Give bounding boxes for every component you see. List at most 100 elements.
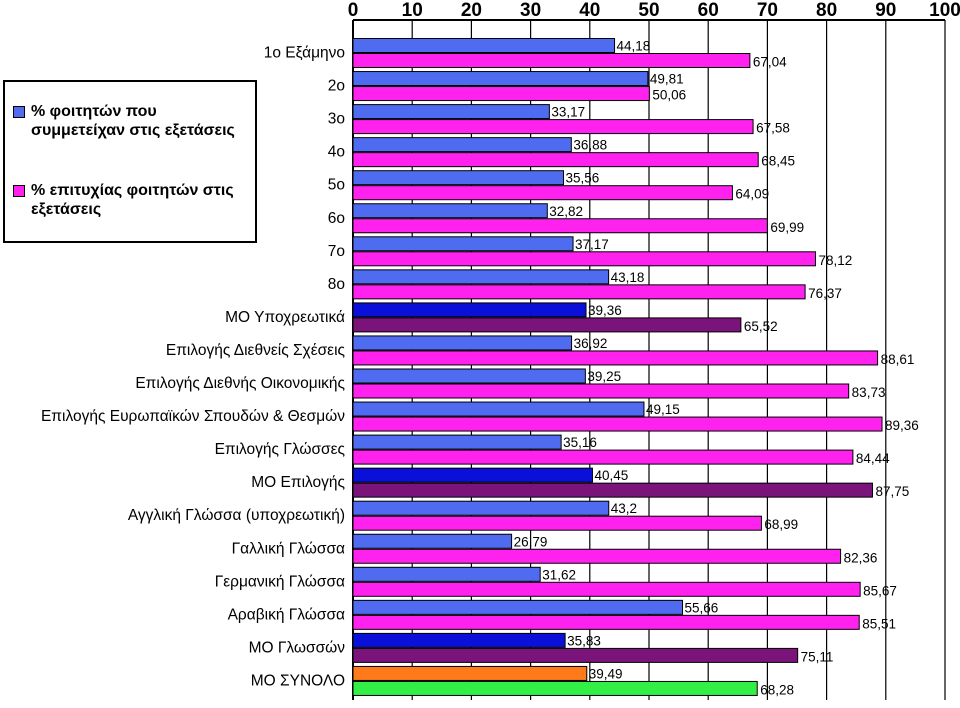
category-label: 8ο xyxy=(328,276,345,293)
bar-success xyxy=(352,581,861,597)
bar-participation xyxy=(352,500,610,516)
data-label-success: 67,58 xyxy=(756,121,790,136)
bar-success xyxy=(352,317,742,333)
data-label-participation: 35,56 xyxy=(566,171,600,186)
x-tick-label: 10 xyxy=(402,0,423,21)
bar-participation xyxy=(352,632,566,648)
data-label-success: 75,11 xyxy=(801,649,834,664)
bar-success xyxy=(352,251,816,267)
data-label-success: 76,37 xyxy=(808,286,842,301)
bar-participation xyxy=(352,137,572,153)
category-label: Επιλογής Γλώσσες xyxy=(215,441,345,458)
data-label-participation: 39,36 xyxy=(588,303,622,318)
data-label-success: 84,44 xyxy=(856,451,890,466)
bar-participation xyxy=(352,467,593,483)
category-label: 6ο xyxy=(328,210,345,227)
bar-success xyxy=(352,515,762,531)
data-label-success: 87,75 xyxy=(875,484,909,499)
bar-success xyxy=(352,482,873,498)
data-label-success: 65,52 xyxy=(744,319,778,334)
data-label-success: 85,67 xyxy=(863,583,897,598)
data-label-success: 89,36 xyxy=(885,418,919,433)
category-label: Αγγλική Γλώσσα (υποχρεωτική) xyxy=(128,507,345,524)
bar-participation xyxy=(352,104,550,120)
bar-participation xyxy=(352,170,565,186)
category-label: Επιλογής Διεθνείς Σχέσεις xyxy=(166,342,345,359)
category-label: Επιλογής Ευρωπαϊκών Σπουδών & Θεσμών xyxy=(41,408,345,425)
bar-participation xyxy=(352,533,513,549)
bar-participation xyxy=(352,71,649,87)
data-label-participation: 44,18 xyxy=(617,39,651,54)
data-label-success: 85,51 xyxy=(862,616,896,631)
bar-participation xyxy=(352,203,548,219)
category-label: ΜΟ Επιλογής xyxy=(251,474,345,491)
data-label-participation: 39,49 xyxy=(589,666,623,681)
legend-item-participation: % φοιτητών που συμμετείχαν στις εξετάσει… xyxy=(13,102,253,140)
data-label-participation: 49,81 xyxy=(650,72,684,87)
legend-swatch-participation xyxy=(13,106,25,118)
category-label: 5ο xyxy=(328,177,345,194)
x-tick-label: 80 xyxy=(816,0,837,21)
bar-success xyxy=(352,185,733,201)
legend-item-success: % επιτυχίας φοιτητών στις εξετάσεις xyxy=(13,181,253,219)
x-tick-label: 90 xyxy=(875,0,896,21)
bar-success xyxy=(352,383,850,399)
bar-success xyxy=(352,614,860,630)
bar-participation xyxy=(352,302,587,318)
data-label-success: 68,99 xyxy=(764,517,798,532)
x-tick-label: 30 xyxy=(520,0,541,21)
category-label: Επιλογής Διεθνής Οικονομικής xyxy=(135,375,345,392)
bar-success xyxy=(352,548,842,564)
bar-success xyxy=(352,284,806,300)
x-tick-label: 100 xyxy=(929,0,960,21)
data-label-success: 68,28 xyxy=(760,682,794,697)
data-label-success: 68,45 xyxy=(761,154,795,169)
bar-participation xyxy=(352,335,573,351)
bar-success xyxy=(352,53,751,68)
data-label-success: 67,04 xyxy=(753,55,787,70)
bar-participation xyxy=(352,236,574,252)
bar-participation xyxy=(352,401,645,417)
x-tick-label: 50 xyxy=(638,0,659,21)
data-label-success: 88,61 xyxy=(881,352,915,367)
bar-participation xyxy=(352,599,684,615)
data-label-participation: 40,45 xyxy=(594,468,628,483)
category-label: Γαλλική Γλώσσα xyxy=(232,540,345,557)
data-label-participation: 43,18 xyxy=(611,270,645,285)
data-label-success: 64,09 xyxy=(735,187,769,202)
data-label-success: 82,36 xyxy=(844,550,878,565)
data-label-participation: 49,15 xyxy=(646,402,680,417)
legend-label-participation: % φοιτητών που συμμετείχαν στις εξετάσει… xyxy=(31,103,235,139)
bar-success xyxy=(352,647,799,663)
legend: % φοιτητών που συμμετείχαν στις εξετάσει… xyxy=(3,80,257,243)
bar-success xyxy=(352,119,754,135)
category-label: 7ο xyxy=(328,243,345,260)
bar-participation xyxy=(352,665,588,681)
bar-success xyxy=(352,680,758,696)
category-label: ΜΟ ΣΥΝΟΛΟ xyxy=(251,672,345,689)
legend-label-success: % επιτυχίας φοιτητών στις εξετάσεις xyxy=(31,182,234,218)
bar-success xyxy=(352,416,883,432)
bar-success xyxy=(352,350,879,366)
x-tick-label: 60 xyxy=(698,0,719,21)
data-label-participation: 43,2 xyxy=(611,501,637,516)
category-label: 4ο xyxy=(328,144,345,161)
x-tick-label: 70 xyxy=(757,0,778,21)
data-label-success: 69,99 xyxy=(770,220,804,235)
bar-success xyxy=(352,152,759,168)
bar-participation xyxy=(352,566,541,582)
data-label-success: 83,73 xyxy=(852,385,886,400)
data-label-participation: 35,16 xyxy=(563,435,597,450)
data-label-participation: 33,17 xyxy=(551,105,585,120)
data-label-participation: 37,17 xyxy=(575,237,609,252)
legend-swatch-success xyxy=(13,185,25,197)
data-label-participation: 55,66 xyxy=(685,600,719,615)
x-tick-label: 40 xyxy=(579,0,600,21)
category-label: ΜΟ Γλωσσών xyxy=(249,639,346,656)
x-tick-label: 20 xyxy=(461,0,482,21)
category-label: 1ο Εξάμηνο xyxy=(264,45,345,62)
data-label-success: 50,06 xyxy=(652,88,686,103)
data-label-participation: 39,25 xyxy=(587,369,621,384)
